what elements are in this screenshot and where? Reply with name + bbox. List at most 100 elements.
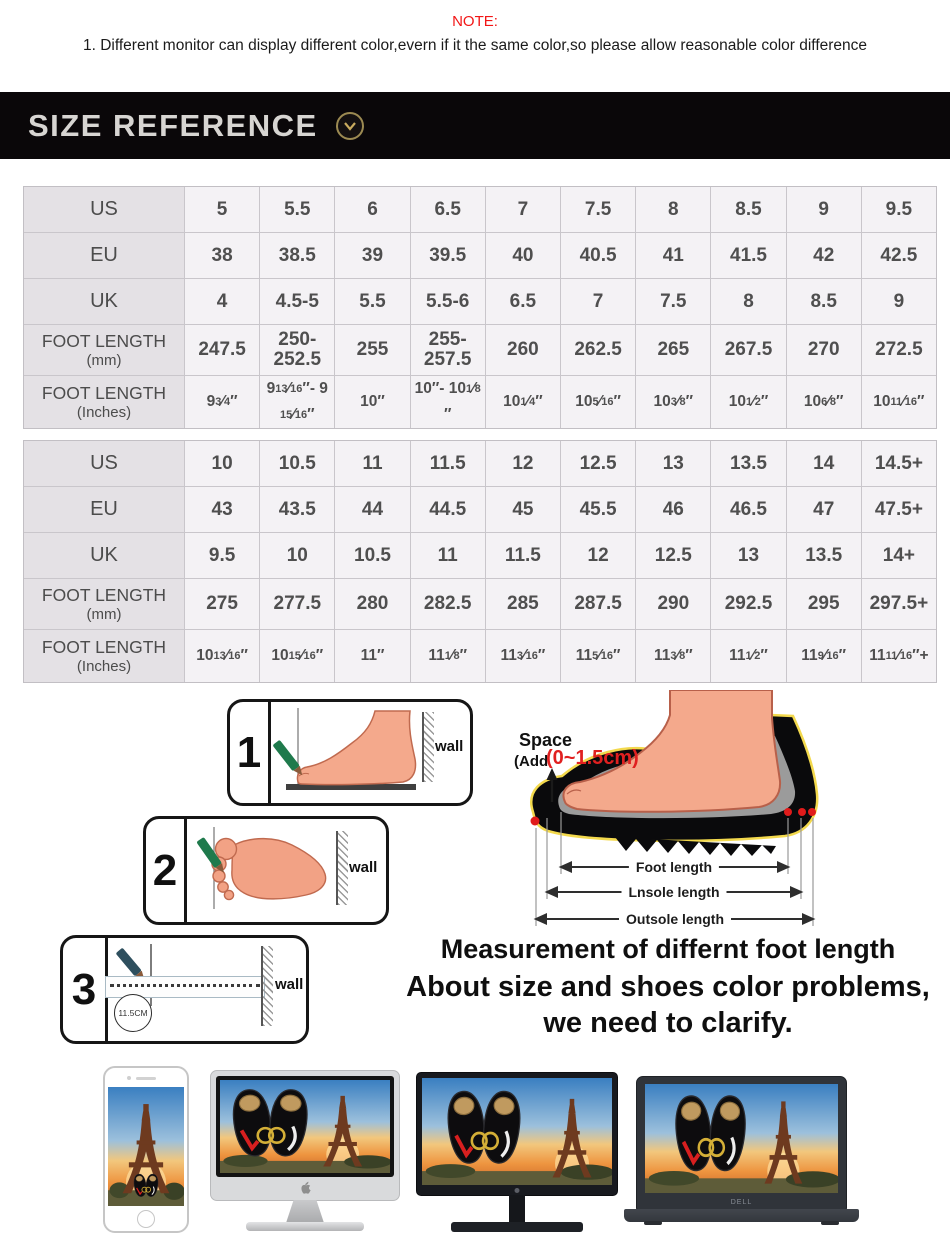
size-cell: 7 [485, 187, 560, 232]
size-cell: 7 [560, 279, 636, 324]
step-2-number: 2 [152, 845, 178, 895]
laptop-base [624, 1209, 859, 1222]
measure-step-2-box: 2 wall [143, 816, 389, 925]
wall-label: wall [275, 976, 304, 993]
size-cell: 47 [786, 487, 861, 532]
size-row-label: FOOT LENGTH (mm) [24, 325, 184, 375]
imac-bezel [216, 1076, 394, 1177]
wall-hatch [261, 946, 273, 1026]
size-cell: 11 11 ⁄ 16 ″+ [861, 630, 936, 682]
size-cell: 10.5 [260, 441, 335, 486]
caption-line-3: we need to clarify. [543, 1007, 793, 1039]
monitor-stand-neck [509, 1195, 525, 1223]
laptop-foot [821, 1221, 839, 1225]
size-cell: 14.5+ [861, 441, 936, 486]
space-add-label: (Add [514, 753, 549, 770]
step-divider [268, 702, 271, 803]
device-laptop: DELL [624, 1076, 859, 1228]
size-cell: 44.5 [410, 487, 485, 532]
size-cell: 4.5-5 [260, 279, 335, 324]
size-cell: 10 [260, 533, 335, 578]
size-cell: 277.5 [260, 579, 335, 629]
size-cell: 13 [711, 533, 786, 578]
size-cell: 272.5 [861, 325, 936, 375]
size-cell: 270 [786, 325, 861, 375]
size-cell: 38.5 [260, 233, 335, 278]
monitor-power-dot [514, 1188, 520, 1193]
laptop-screen-image [645, 1084, 838, 1193]
device-phone [103, 1066, 189, 1233]
sunset-product-photo [645, 1084, 838, 1193]
size-cell: 6.5 [485, 279, 560, 324]
size-cell: 9.5 [185, 533, 260, 578]
wall-label: wall [435, 738, 464, 755]
size-cell: 10 13 ⁄ 16 ″ [185, 630, 260, 682]
size-cell: 255-257.5 [410, 325, 485, 375]
size-cell: 285 [485, 579, 560, 629]
size-cell: 5.5 [260, 187, 335, 232]
caption-line-1: Measurement of differnt foot length [440, 934, 896, 964]
measure-step-1-box: 1 wall [227, 699, 473, 806]
size-cell: 9 [786, 187, 861, 232]
size-cell: 7.5 [560, 187, 636, 232]
size-cell: 43 [185, 487, 260, 532]
outsole-length-label: Outsole length [619, 911, 731, 927]
size-cell: 11.5 [410, 441, 485, 486]
size-cell: 11″ [335, 630, 410, 682]
size-table-small: US 5 5.5 6 6.5 7 7.5 8 8.5 9 9.5 EU 38 38.5 39 39.5 40 40… [23, 186, 937, 429]
size-cell: 10″- 10 1 ⁄ 8 ″ [410, 376, 485, 428]
step-3-number: 3 [71, 964, 97, 1014]
size-cell: 8 [636, 187, 711, 232]
size-cell: 12.5 [636, 533, 711, 578]
space-label: Space [519, 730, 573, 750]
monitor-screen-image [422, 1078, 612, 1185]
size-cell: 295 [786, 579, 861, 629]
size-cell: 11 3 ⁄ 16 ″ [485, 630, 560, 682]
size-cell: 13.5 [711, 441, 786, 486]
size-table-large: US 10 10.5 11 11.5 12 12.5 13 13.5 14 14.5+ EU 43 43.… [23, 440, 937, 683]
size-cell: 14+ [861, 533, 936, 578]
size-cell: 11 9 ⁄ 16 ″ [786, 630, 861, 682]
size-cell: 280 [335, 579, 410, 629]
size-row-label: FOOT LENGTH (mm) [24, 579, 184, 629]
size-cell: 292.5 [711, 579, 786, 629]
size-cell: 12 [560, 533, 636, 578]
size-cell: 9 3 ⁄ 4 ″ [185, 376, 260, 428]
ruler-length-badge: 11.5CM [114, 994, 152, 1032]
size-cell: 46 [636, 487, 711, 532]
size-cell: 10 1 ⁄ 4 ″ [485, 376, 560, 428]
wall-hatch [336, 831, 348, 905]
size-cell: 10 1 ⁄ 2 ″ [711, 376, 786, 428]
sunset-product-photo [220, 1080, 390, 1173]
phone-camera-dot [127, 1076, 131, 1080]
size-cell: 9.5 [861, 187, 936, 232]
size-row-label: US [24, 441, 184, 486]
size-cell: 10 3 ⁄ 8 ″ [636, 376, 711, 428]
size-cell: 250-252.5 [260, 325, 335, 375]
size-cell: 11 1 ⁄ 8 ″ [410, 630, 485, 682]
size-cell: 11 [410, 533, 485, 578]
step-divider [184, 819, 187, 922]
size-cell: 5.5-6 [410, 279, 485, 324]
size-cell: 4 [185, 279, 260, 324]
shoe-measurement-diagram: Space (Add (0~1.5cm) Foot length Lnsole … [505, 689, 950, 935]
size-cell: 39.5 [410, 233, 485, 278]
size-cell: 260 [485, 325, 560, 375]
size-cell: 10 11 ⁄ 16 ″ [861, 376, 936, 428]
ruler-dotted-line [110, 984, 260, 987]
size-cell: 39 [335, 233, 410, 278]
size-row-label: EU [24, 233, 184, 278]
size-cell: 282.5 [410, 579, 485, 629]
sunset-product-photo [422, 1078, 612, 1185]
size-cell: 11.5 [485, 533, 560, 578]
size-cell: 11 3 ⁄ 8 ″ [636, 630, 711, 682]
size-cell: 11 5 ⁄ 16 ″ [560, 630, 636, 682]
size-cell: 10 6 ⁄ 8 ″ [786, 376, 861, 428]
laptop-logo: DELL [730, 1199, 753, 1206]
wall-label: wall [349, 859, 378, 876]
size-cell: 42 [786, 233, 861, 278]
size-cell: 13 [636, 441, 711, 486]
size-cell: 9 [861, 279, 936, 324]
imac-chin [216, 1178, 394, 1197]
size-reference-banner: SIZE REFERENCE [0, 92, 950, 159]
